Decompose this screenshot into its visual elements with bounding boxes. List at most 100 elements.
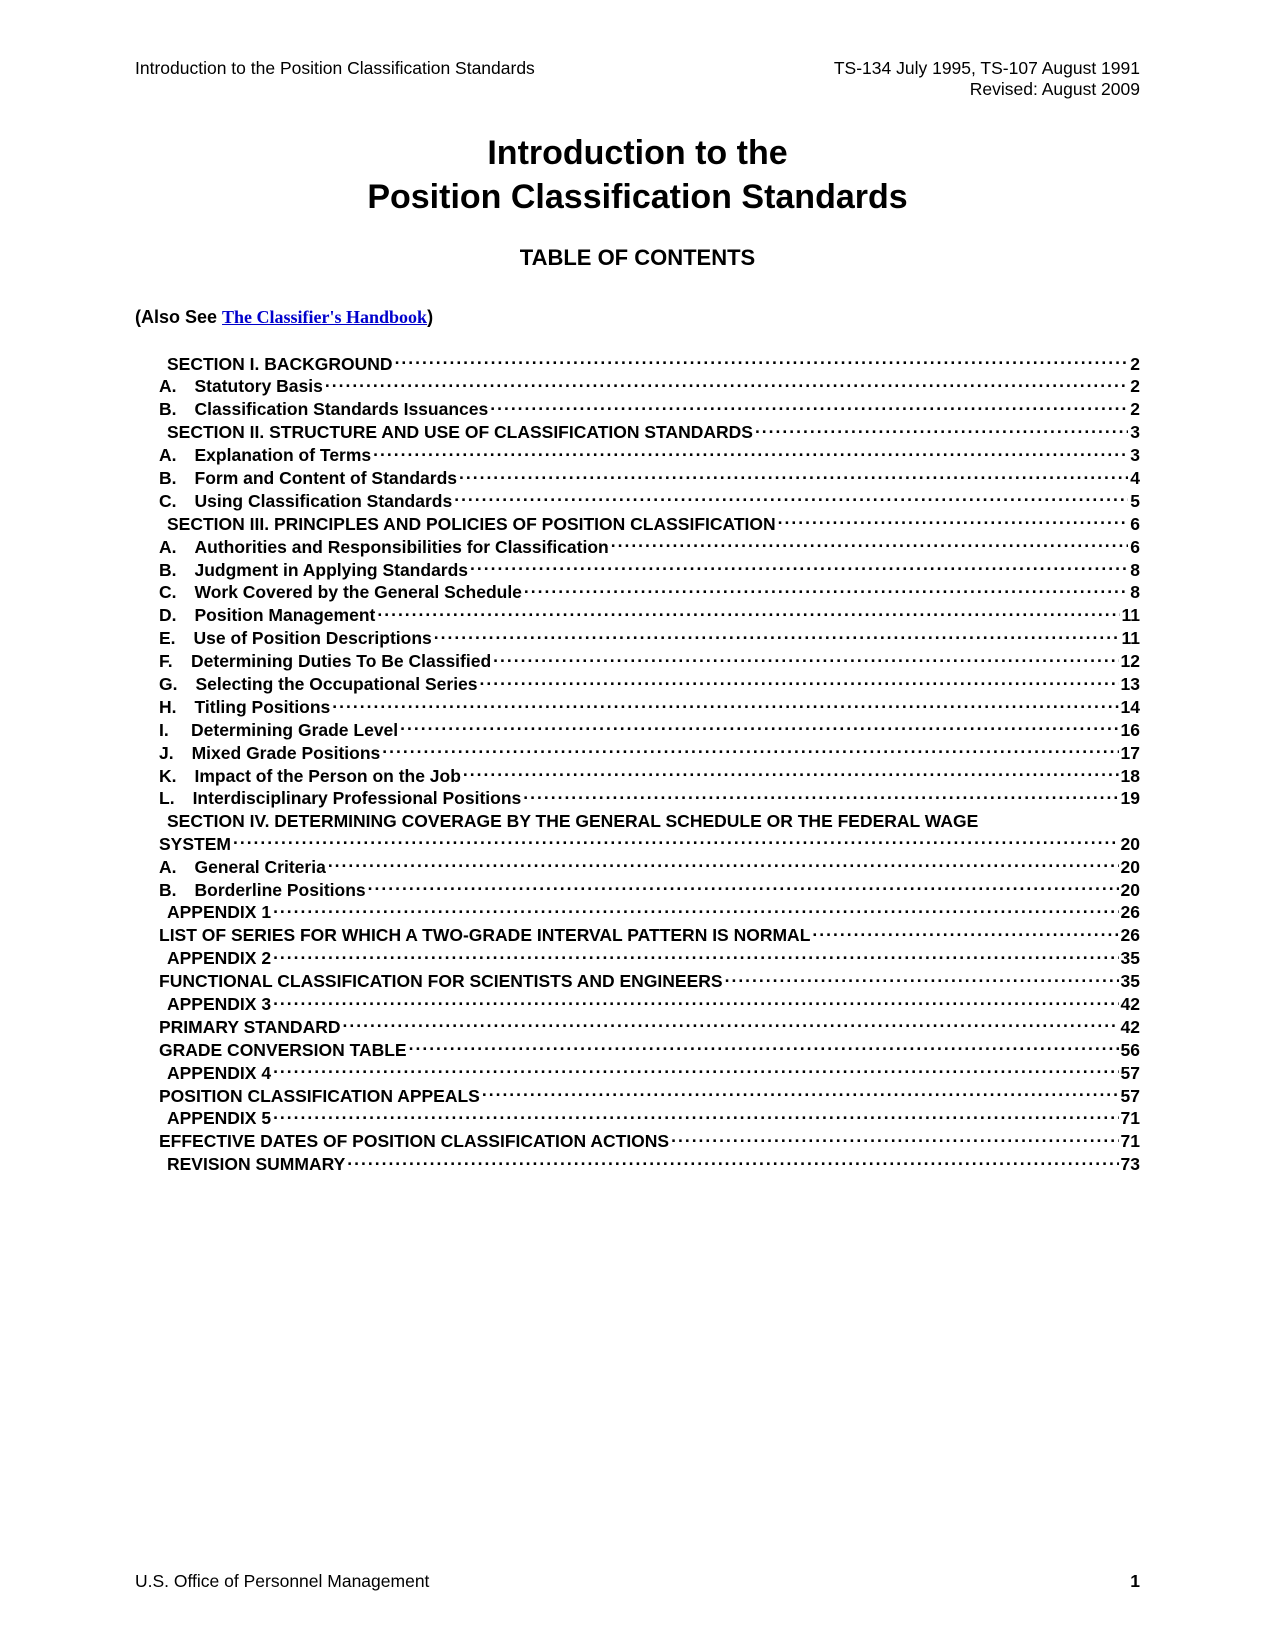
- toc-entry[interactable]: GRADE CONVERSION TABLE56: [135, 1038, 1140, 1061]
- toc-label: Form and Content of Standards: [195, 467, 458, 489]
- also-see-note: (Also See The Classifier's Handbook): [135, 307, 1140, 328]
- toc-entry[interactable]: A.Explanation of Terms3: [135, 444, 1140, 467]
- toc-entry[interactable]: LIST OF SERIES FOR WHICH A TWO-GRADE INT…: [135, 924, 1140, 947]
- toc-page-number: 57: [1121, 1085, 1140, 1107]
- toc-entry[interactable]: A.General Criteria20: [135, 855, 1140, 878]
- toc-label: APPENDIX 1: [167, 901, 271, 923]
- page-header: Introduction to the Position Classificat…: [135, 58, 1140, 100]
- toc-entry[interactable]: F.Determining Duties To Be Classified12: [135, 650, 1140, 673]
- toc-label: SECTION III. PRINCIPLES AND POLICIES OF …: [167, 513, 776, 535]
- toc-leader-dots: [778, 512, 1129, 530]
- toc-entry[interactable]: B.Classification Standards Issuances2: [135, 398, 1140, 421]
- document-title: Introduction to the Position Classificat…: [135, 132, 1140, 219]
- toc-entry[interactable]: I.Determining Grade Level16: [135, 718, 1140, 741]
- toc-page-number: 14: [1121, 696, 1140, 718]
- toc-page-number: 6: [1130, 513, 1140, 535]
- toc-entry[interactable]: B.Borderline Positions20: [135, 878, 1140, 901]
- toc-label: Position Management: [195, 604, 376, 626]
- toc-leader-dots: [463, 764, 1119, 782]
- toc-label: Authorities and Responsibilities for Cla…: [195, 536, 609, 558]
- toc-page-number: 3: [1130, 421, 1140, 443]
- toc-entry[interactable]: K.Impact of the Person on the Job 18: [135, 764, 1140, 787]
- toc-entry[interactable]: J.Mixed Grade Positions17: [135, 741, 1140, 764]
- toc-entry[interactable]: APPENDIX 571: [135, 1107, 1140, 1130]
- toc-page-number: 26: [1121, 901, 1140, 923]
- toc-label: PRIMARY STANDARD: [159, 1016, 341, 1038]
- toc-entry[interactable]: A.Authorities and Responsibilities for C…: [135, 535, 1140, 558]
- toc-label: General Criteria: [195, 856, 326, 878]
- toc-page-number: 6: [1130, 536, 1140, 558]
- toc-leader-dots: [523, 787, 1118, 805]
- toc-entry[interactable]: SECTION IV. DETERMINING COVERAGE BY THE …: [135, 810, 1140, 832]
- toc-entry[interactable]: E.Use of Position Descriptions11: [135, 627, 1140, 650]
- toc-entry[interactable]: C.Using Classification Standards 5: [135, 489, 1140, 512]
- toc-page-number: 13: [1121, 673, 1140, 695]
- toc-label: APPENDIX 5: [167, 1107, 271, 1129]
- table-of-contents: SECTION I. BACKGROUND2A.Statutory Basis2…: [135, 352, 1140, 1176]
- toc-leader-dots: [459, 466, 1128, 484]
- toc-entry[interactable]: D.Position Management11: [135, 604, 1140, 627]
- toc-entry[interactable]: APPENDIX 235: [135, 947, 1140, 970]
- toc-label: FUNCTIONAL CLASSIFICATION FOR SCIENTISTS…: [159, 970, 723, 992]
- toc-entry[interactable]: EFFECTIVE DATES OF POSITION CLASSIFICATI…: [135, 1130, 1140, 1153]
- toc-entry[interactable]: REVISION SUMMARY73: [135, 1153, 1140, 1176]
- toc-leader-dots: [671, 1130, 1118, 1148]
- toc-label: Use of Position Descriptions: [194, 627, 432, 649]
- toc-page-number: 5: [1130, 490, 1140, 512]
- toc-entry[interactable]: APPENDIX 342: [135, 992, 1140, 1015]
- toc-page-number: 17: [1121, 742, 1140, 764]
- toc-label: Determining Grade Level: [191, 719, 398, 741]
- toc-label: SECTION I. BACKGROUND: [167, 353, 393, 375]
- toc-entry[interactable]: B.Form and Content of Standards4: [135, 466, 1140, 489]
- toc-prefix: I.: [159, 719, 191, 741]
- toc-page-number: 42: [1121, 1016, 1140, 1038]
- toc-entry[interactable]: A.Statutory Basis2: [135, 375, 1140, 398]
- toc-label: Explanation of Terms: [195, 444, 372, 466]
- page-footer: U.S. Office of Personnel Management 1: [135, 1571, 1140, 1592]
- toc-prefix: G.: [159, 673, 195, 695]
- toc-page-number: 71: [1121, 1130, 1140, 1152]
- toc-label: Mixed Grade Positions: [192, 742, 381, 764]
- toc-entry[interactable]: SECTION II. STRUCTURE AND USE OF CLASSIF…: [135, 421, 1140, 444]
- toc-leader-dots: [368, 878, 1119, 896]
- toc-entry[interactable]: POSITION CLASSIFICATION APPEALS57: [135, 1084, 1140, 1107]
- toc-page-number: 20: [1121, 833, 1140, 855]
- toc-label: Using Classification Standards: [195, 490, 453, 512]
- also-see-suffix: ): [427, 307, 433, 327]
- toc-leader-dots: [233, 832, 1119, 850]
- handbook-link[interactable]: The Classifier's Handbook: [222, 307, 427, 327]
- toc-label: Work Covered by the General Schedule: [195, 581, 522, 603]
- toc-entry[interactable]: APPENDIX 1 26: [135, 901, 1140, 924]
- toc-page-number: 8: [1130, 559, 1140, 581]
- toc-leader-dots: [382, 741, 1118, 759]
- toc-label: Impact of the Person on the Job: [195, 765, 461, 787]
- toc-entry[interactable]: PRIMARY STANDARD 42: [135, 1015, 1140, 1038]
- toc-prefix: C.: [159, 490, 195, 512]
- toc-page-number: 20: [1121, 879, 1140, 901]
- toc-entry[interactable]: SECTION III. PRINCIPLES AND POLICIES OF …: [135, 512, 1140, 535]
- toc-page-number: 20: [1121, 856, 1140, 878]
- toc-leader-dots: [482, 1084, 1119, 1102]
- toc-page-number: 56: [1121, 1039, 1140, 1061]
- toc-leader-dots: [434, 627, 1120, 645]
- toc-leader-dots: [409, 1038, 1119, 1056]
- toc-entry[interactable]: C.Work Covered by the General Schedule8: [135, 581, 1140, 604]
- toc-entry[interactable]: APPENDIX 457: [135, 1061, 1140, 1084]
- toc-entry[interactable]: SYSTEM20: [135, 832, 1140, 855]
- toc-entry[interactable]: FUNCTIONAL CLASSIFICATION FOR SCIENTISTS…: [135, 970, 1140, 993]
- toc-leader-dots: [332, 695, 1118, 713]
- toc-entry[interactable]: SECTION I. BACKGROUND2: [135, 352, 1140, 375]
- toc-entry[interactable]: H.Titling Positions 14: [135, 695, 1140, 718]
- toc-page-number: 35: [1121, 970, 1140, 992]
- toc-page-number: 18: [1121, 765, 1140, 787]
- toc-entry[interactable]: G.Selecting the Occupational Series13: [135, 673, 1140, 696]
- toc-prefix: H.: [159, 696, 195, 718]
- toc-label: Titling Positions: [195, 696, 331, 718]
- toc-label: SECTION II. STRUCTURE AND USE OF CLASSIF…: [167, 421, 753, 443]
- toc-label: SECTION IV. DETERMINING COVERAGE BY THE …: [167, 810, 1140, 832]
- toc-entry[interactable]: B.Judgment in Applying Standards8: [135, 558, 1140, 581]
- toc-prefix: A.: [159, 536, 195, 558]
- toc-entry[interactable]: L.Interdisciplinary Professional Positio…: [135, 787, 1140, 810]
- toc-prefix: K.: [159, 765, 195, 787]
- toc-heading: TABLE OF CONTENTS: [135, 245, 1140, 271]
